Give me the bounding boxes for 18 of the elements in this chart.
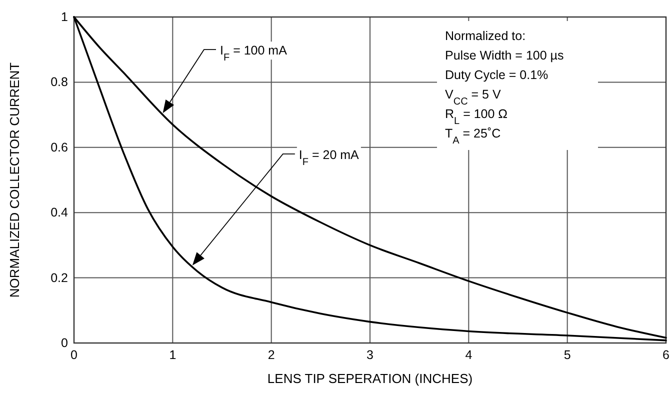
y-tick-label: 0.4 xyxy=(50,206,68,220)
annotation: I$_{F}$ = 100 mA xyxy=(220,44,288,64)
y-tick-label: 0.6 xyxy=(50,140,68,154)
text: Normalized to: Pulse Width = 100 µs Duty Cycle = 0.1% V$_{CC}$ = 5 V R$_{L}$ = 100 Ω T$_{A}$ = 25˚C xyxy=(445,29,564,146)
x-tick-label: 6 xyxy=(662,348,670,362)
x-axis-title: LENS TIP SEPERATION (INCHES) xyxy=(267,371,473,386)
x-tick-label: 5 xyxy=(564,348,571,362)
y-tick-label: 1 xyxy=(61,10,68,24)
x-tick-label: 0 xyxy=(70,348,78,362)
y-tick-label: 0.2 xyxy=(50,270,68,285)
y-tick-label: 0 xyxy=(61,336,68,350)
annotation: I$_{F}$ = 20 mA xyxy=(298,148,360,168)
y-tick-label: 0.8 xyxy=(50,75,68,90)
x-tick-label: 1 xyxy=(169,348,176,362)
x-tick-label: 2 xyxy=(268,348,275,362)
x-tick-label: 4 xyxy=(465,348,472,362)
y-axis-title: NORMALIZED COLLECTOR CURRENT xyxy=(7,62,22,298)
x-tick-label: 3 xyxy=(366,348,374,362)
